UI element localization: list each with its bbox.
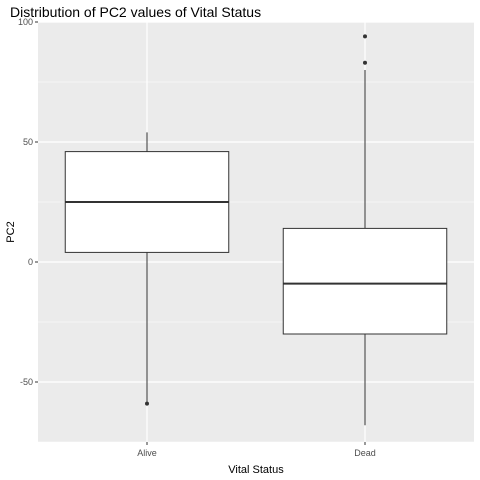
y-axis: -50 0 50 100 [18, 17, 38, 387]
x-tick-label: Alive [137, 448, 157, 458]
box-iqr [282, 227, 448, 335]
x-axis-title: Vital Status [228, 464, 284, 476]
outlier-point [145, 401, 149, 406]
box-alive [64, 132, 230, 406]
y-tick-label: 50 [23, 137, 33, 147]
x-axis: Alive Dead [137, 442, 376, 458]
x-tick-label: Dead [354, 448, 376, 458]
chart-title: Distribution of PC2 values of Vital Stat… [10, 4, 262, 20]
boxes-layer [64, 34, 448, 426]
outlier-point [363, 60, 367, 65]
y-tick-label: 0 [28, 257, 33, 267]
y-axis-title: PC2 [5, 221, 17, 242]
y-tick-label: 100 [18, 17, 33, 27]
y-tick-label: -50 [20, 377, 33, 387]
outlier-point [363, 34, 367, 39]
box-dead [282, 34, 448, 426]
